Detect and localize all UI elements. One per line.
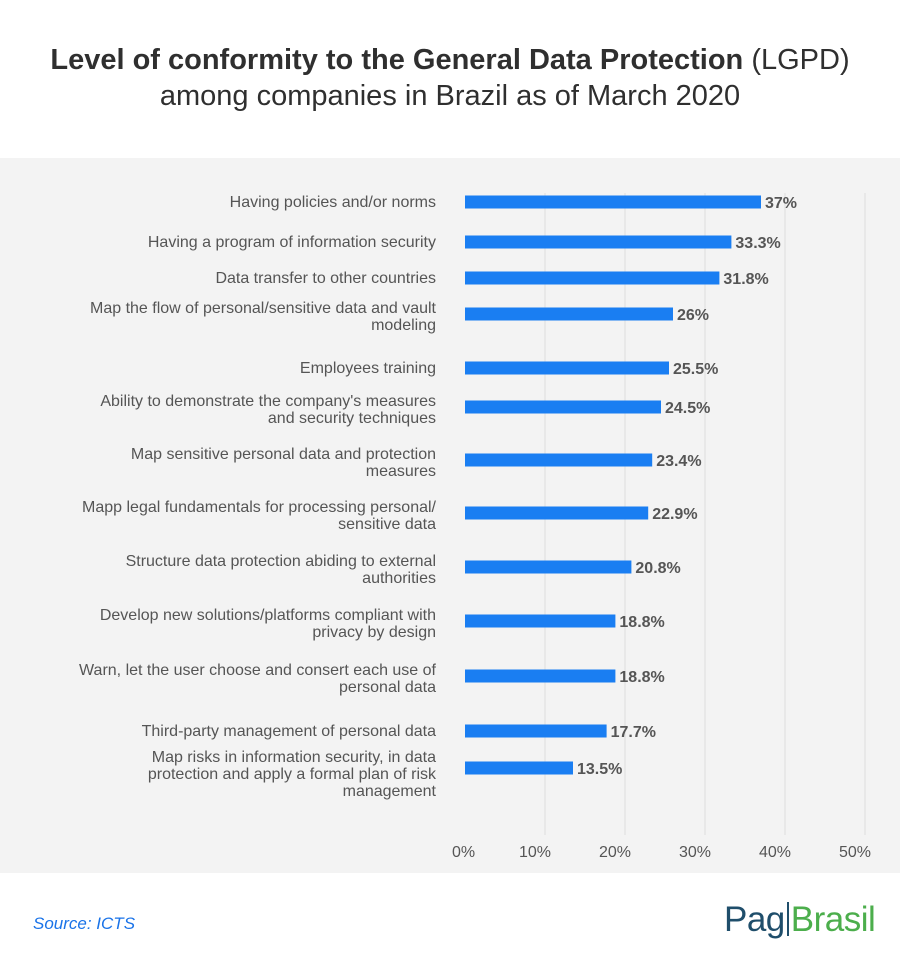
bar <box>465 761 573 775</box>
data-label: 26% <box>677 307 709 324</box>
title-line-1: Level of conformity to the General Data … <box>0 42 900 78</box>
bar <box>465 614 616 628</box>
category-label: and security techniques <box>268 410 436 427</box>
chart-title: Level of conformity to the General Data … <box>0 42 900 114</box>
bar <box>465 307 673 321</box>
category-label: Develop new solutions/platforms complian… <box>100 607 436 624</box>
x-tick-label: 50% <box>839 844 871 861</box>
bar <box>465 361 669 375</box>
source-note: Source: ICTS <box>33 914 136 933</box>
bar <box>465 271 720 285</box>
category-label: Having policies and/or norms <box>230 194 436 211</box>
bar <box>465 195 761 209</box>
plot-panel: 0% 10% 20% 30% 40% 50% 37% Having policies and/… <box>0 158 900 873</box>
data-label: 20.8% <box>635 560 680 577</box>
category-label: Having a program of information security <box>148 234 436 251</box>
category-label: Map the flow of personal/sensitive data … <box>90 300 437 317</box>
data-label: 22.9% <box>652 506 697 523</box>
title-line-2: among companies in Brazil as of March 20… <box>159 80 741 112</box>
data-label: 18.8% <box>619 614 664 631</box>
data-label: 13.5% <box>577 761 622 778</box>
title-normal-part: (LGPD) <box>751 44 850 76</box>
category-label: authorities <box>362 570 436 587</box>
category-label: measures <box>366 463 436 480</box>
category-label: Data transfer to other countries <box>215 270 436 287</box>
x-tick-label: 0% <box>452 844 475 861</box>
bar <box>465 235 732 249</box>
x-tick-label: 20% <box>599 844 631 861</box>
category-label: management <box>343 783 437 800</box>
category-label: protection and apply a formal plan of ri… <box>148 766 437 783</box>
category-label: Third-party management of personal data <box>142 723 436 740</box>
category-label: personal data <box>339 679 436 696</box>
category-label: modeling <box>371 317 436 334</box>
category-label: Warn, let the user choose and consert ea… <box>79 662 437 679</box>
category-label: Structure data protection abiding to ext… <box>126 553 436 570</box>
bar <box>465 724 607 738</box>
bar <box>465 400 661 414</box>
data-label: 17.7% <box>611 724 656 741</box>
logo-text-brasil: Brasil <box>790 900 876 939</box>
category-label: sensitive data <box>338 516 436 533</box>
data-label: 18.8% <box>619 669 664 686</box>
data-label: 37% <box>765 195 797 212</box>
category-label: Map risks in information security, in da… <box>152 749 436 766</box>
data-label: 31.8% <box>723 271 768 288</box>
logo-text-pag: Pag <box>724 900 785 939</box>
x-tick-label: 10% <box>519 844 551 861</box>
bar <box>465 506 649 520</box>
category-label: Employees training <box>300 360 436 377</box>
bar <box>465 560 632 574</box>
logo-separator <box>786 902 789 936</box>
bar-chart: 0% 10% 20% 30% 40% 50% 37% Having policies and/… <box>79 193 871 861</box>
data-label: 33.3% <box>735 235 780 252</box>
data-label: 25.5% <box>673 361 718 378</box>
pagbrasil-logo: Pag Brasil <box>724 898 876 942</box>
data-label: 23.4% <box>656 453 701 470</box>
category-label: Map sensitive personal data and protecti… <box>131 446 436 463</box>
x-tick-label: 30% <box>679 844 711 861</box>
data-label: 24.5% <box>665 400 710 417</box>
category-label: Mapp legal fundamentals for processing p… <box>82 499 437 516</box>
category-label: privacy by design <box>312 624 436 641</box>
title-bold-part: Level of conformity to the General Data … <box>50 44 744 76</box>
bar <box>465 453 653 467</box>
category-label: Ability to demonstrate the company's mea… <box>100 393 436 410</box>
x-tick-label: 40% <box>759 844 791 861</box>
bar <box>465 669 616 683</box>
